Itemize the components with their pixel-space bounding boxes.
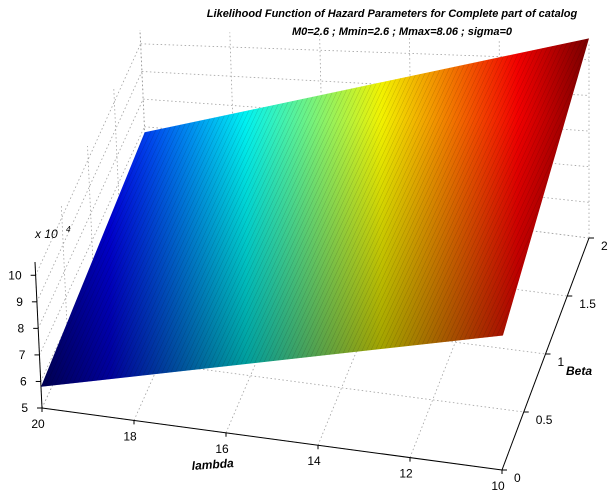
chart-subtitle: M0=2.6 ; Mmin=2.6 ; Mmax=8.06 ; sigma=0 xyxy=(292,26,513,38)
x-tick-label: 18 xyxy=(123,429,137,443)
axis-lines xyxy=(30,237,594,474)
surface-mesh xyxy=(41,38,589,387)
y-tick-label: 2 xyxy=(601,239,608,253)
x-tick-label: 12 xyxy=(399,467,413,481)
z-exponent: x 10 4 xyxy=(34,225,71,241)
z-exponent-base: x 10 xyxy=(34,227,58,241)
x-tick-label: 14 xyxy=(307,454,321,468)
grid-line-z-back xyxy=(140,43,590,61)
axis-labels: lambda Beta x 10 4 xyxy=(34,225,592,473)
x-axis-label: lambda xyxy=(191,456,234,473)
grid-line-z-left xyxy=(39,126,145,356)
z-tick-label: 6 xyxy=(20,374,27,388)
z-exponent-power: 4 xyxy=(66,225,71,234)
z-tick-label: 9 xyxy=(16,295,23,309)
tick-labels: 20 18 16 14 12 10 0 0.5 1 1.5 2 5 6 7 8 9 10 xyxy=(8,239,608,493)
y-tick-label: 1.5 xyxy=(579,297,596,311)
z-tick-label: 5 xyxy=(21,401,28,415)
title-block: Likelihood Function of Hazard Parameters… xyxy=(207,8,578,38)
x-tick-label: 10 xyxy=(491,479,505,493)
y-tick-label: 0 xyxy=(514,471,521,485)
z-tick-label: 7 xyxy=(19,348,26,362)
x-tick-label: 20 xyxy=(31,417,45,431)
y-tick-label: 0.5 xyxy=(536,413,553,427)
grid-line-x-back xyxy=(229,32,236,194)
z-tick-label: 8 xyxy=(17,321,24,335)
x-tick-label: 16 xyxy=(215,442,229,456)
x-axis-line xyxy=(41,407,503,471)
z-axis-line xyxy=(34,261,43,409)
chart-title: Likelihood Function of Hazard Parameters… xyxy=(207,8,578,20)
surface xyxy=(41,38,589,387)
grid-line-x-floor xyxy=(409,226,501,458)
y-axis-label: Beta xyxy=(566,364,592,378)
z-tick-label: 10 xyxy=(8,268,22,282)
y-tick-label: 1 xyxy=(558,355,565,369)
